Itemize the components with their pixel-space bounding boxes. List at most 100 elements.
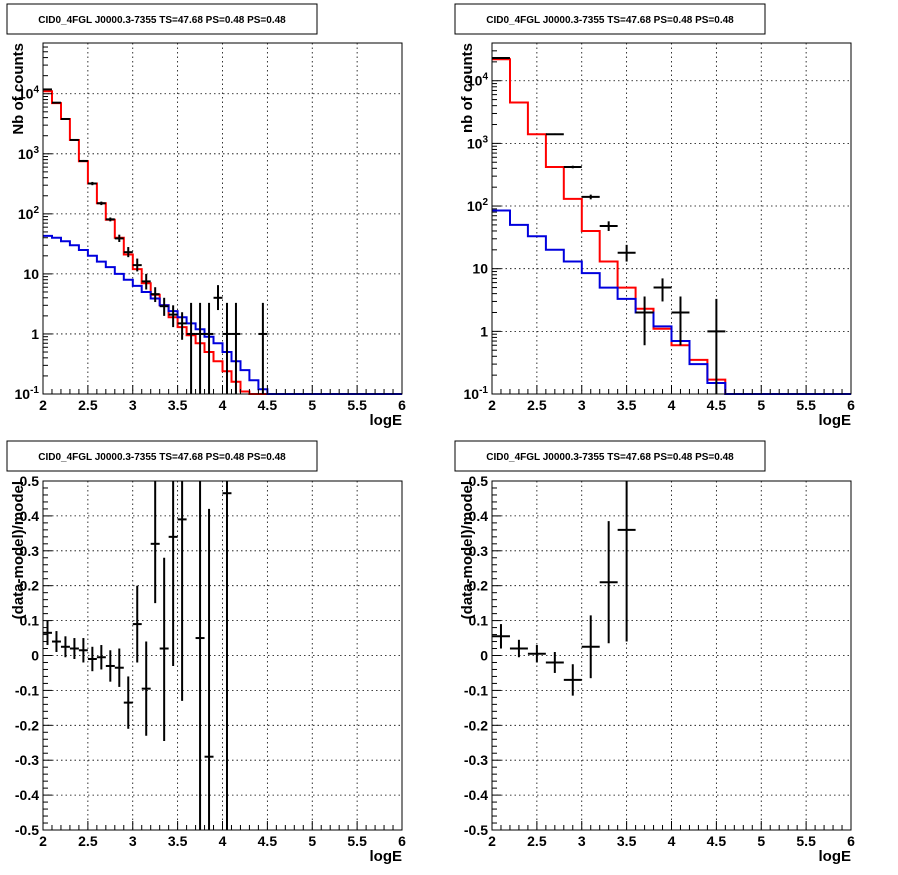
data-point [527,645,546,663]
x-tick-label: 6 [847,833,855,849]
y-axis-label: (data-model)/model [459,481,476,619]
y-tick-label: -0.5 [15,822,39,838]
y-tick-label: 0.2 [20,578,40,594]
chart-title-box [6,3,318,35]
y-axis-label: nb of counts [459,43,476,133]
data-point [150,287,160,303]
chart-panel-1: CID0_4FGL J0000.3-7355 TS=47.68 PS=0.48 … [6,3,406,429]
plot-frame [42,480,403,831]
y-tick-label: 0.3 [20,543,40,559]
data-point [222,481,232,830]
x-tick-label: 2.5 [78,397,98,413]
data-point [492,624,510,649]
data-point [599,221,618,231]
y-axis-label: (data-model)/model [10,481,27,619]
x-tick-label: 5 [757,833,765,849]
y-tick-label: 0.5 [469,473,489,489]
data-point [114,234,124,242]
y-tick-label: -0.3 [15,752,39,768]
y-tick-label: -0.5 [464,822,488,838]
data-point [545,133,564,136]
data-point [222,302,232,394]
y-tick-label: -0.4 [15,787,39,803]
x-tick-label: 3 [129,397,137,413]
y-tick-label: -0.3 [464,752,488,768]
data-point [617,244,636,262]
data-point [78,638,88,663]
data-point [123,247,133,258]
data-point [204,508,214,830]
x-tick-label: 2 [39,397,47,413]
chart-panel-3: CID0_4FGL J0000.3-7355 TS=47.68 PS=0.48 … [6,440,406,865]
data-point [617,481,636,642]
x-axis-label: logE [819,848,852,865]
chart-title: CID0_4FGL J0000.3-7355 TS=47.68 PS=0.48 … [486,452,734,463]
x-tick-label: 4.5 [258,397,278,413]
data-point [51,631,61,653]
y-tick-label: 0.1 [20,613,40,629]
y-tick-label: -0.1 [464,682,488,698]
data-point [69,638,79,659]
data-point [132,258,142,272]
y-tick-label: 1 [31,326,39,342]
y-tick-label: 103 [18,145,40,162]
data-point [43,88,52,91]
x-tick-label: 4 [219,833,227,849]
data-point [186,302,196,394]
data-point [563,664,582,696]
chart-title-box [454,3,766,35]
x-tick-label: 3.5 [617,833,637,849]
x-tick-label: 6 [847,397,855,413]
y-tick-label: 10-1 [464,385,489,402]
data-point [509,639,528,658]
y-tick-label: 0.4 [469,508,489,524]
chart-panel-4: CID0_4FGL J0000.3-7355 TS=47.68 PS=0.48 … [454,440,855,865]
data-point [43,620,52,646]
data-point [177,312,187,340]
data-point [563,165,582,169]
x-tick-label: 4 [668,397,676,413]
x-tick-label: 4 [668,833,676,849]
x-tick-label: 4 [219,397,227,413]
data-point [69,138,79,141]
data-point [123,676,133,729]
model-histogram-1 [492,58,851,395]
data-point [545,652,564,673]
chart-title-box [6,440,318,472]
data-point [96,645,106,670]
y-tick-label: 0.1 [469,613,489,629]
model-histogram-2 [492,209,851,395]
x-tick-label: 3 [129,833,137,849]
data-point [581,615,600,679]
data-point [132,585,142,663]
data-point [87,181,97,186]
x-tick-label: 3 [578,397,586,413]
data-point [78,159,88,163]
data-point [114,648,124,687]
data-point [204,302,214,394]
y-tick-label: 102 [18,205,40,222]
y-axis-label: Nb of counts [10,43,27,135]
x-tick-label: 5.5 [347,833,367,849]
x-tick-label: 3.5 [168,397,188,413]
y-tick-label: 0 [480,648,488,664]
data-point [60,117,70,120]
x-tick-label: 5.5 [796,397,816,413]
x-tick-label: 5.5 [347,397,367,413]
chart-title: CID0_4FGL J0000.3-7355 TS=47.68 PS=0.48 … [486,15,734,26]
y-tick-label: 0.2 [469,578,489,594]
data-point [159,297,169,316]
x-tick-label: 3 [578,833,586,849]
x-tick-label: 2 [488,397,496,413]
chart-title-box [454,440,766,472]
data-point [105,217,115,222]
chart-title: CID0_4FGL J0000.3-7355 TS=47.68 PS=0.48 … [38,15,286,26]
x-tick-label: 4.5 [707,833,727,849]
data-point [60,636,70,658]
y-tick-label: 102 [467,197,489,214]
y-tick-label: 104 [467,72,489,89]
data-point [213,285,223,311]
data-point [51,101,61,104]
y-tick-label: 0 [31,648,39,664]
plot-frame [491,480,852,831]
